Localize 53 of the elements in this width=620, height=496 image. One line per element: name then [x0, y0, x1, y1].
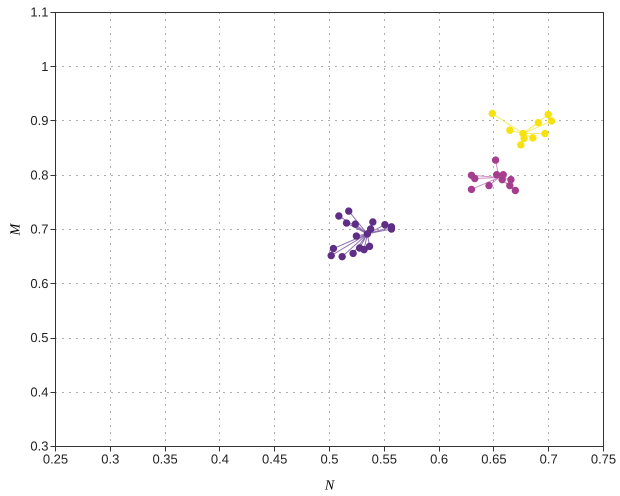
x-tick-label: 0.25 — [42, 452, 68, 466]
point — [352, 220, 360, 228]
y-tick-label: 1.1 — [30, 4, 48, 20]
y-tick-label: 1 — [41, 58, 48, 74]
point — [366, 242, 374, 250]
point — [488, 110, 496, 118]
point — [471, 174, 478, 182]
point — [506, 182, 514, 190]
point — [519, 130, 527, 138]
x-tick-label: 0.75 — [590, 452, 616, 466]
point — [330, 244, 338, 252]
x-tick-label: 0.3 — [101, 452, 120, 466]
y-tick-label: 0.4 — [30, 384, 48, 400]
x-tick-label: 0.55 — [372, 452, 397, 466]
point — [352, 232, 360, 240]
point — [349, 250, 357, 258]
y-tick-label: 0.7 — [30, 222, 48, 236]
point — [369, 218, 377, 226]
y-tick-label: 0.5 — [30, 330, 48, 345]
y-tick-label: 0.6 — [30, 276, 48, 291]
point — [468, 186, 476, 194]
x-tick-label: 0.65 — [481, 452, 507, 466]
point — [534, 118, 542, 126]
point — [492, 171, 500, 178]
point — [485, 182, 493, 190]
point — [541, 130, 549, 138]
y-tick-label: 0.3 — [30, 438, 48, 454]
x-tick-label: 0.35 — [152, 452, 178, 466]
y-tick-label: 0.9 — [30, 113, 48, 128]
x-tick-label: 0.5 — [320, 452, 339, 466]
x-axis-title: N — [324, 478, 335, 494]
x-tick-label: 0.45 — [262, 452, 288, 466]
point — [338, 252, 346, 260]
x-tick-label: 0.4 — [210, 452, 229, 466]
point — [381, 220, 389, 228]
y-tick-label: 0.8 — [30, 167, 48, 182]
point — [360, 246, 368, 254]
point — [506, 126, 514, 134]
point — [548, 117, 556, 125]
point — [335, 212, 343, 220]
point — [512, 186, 520, 194]
point — [342, 219, 350, 227]
point — [345, 207, 352, 215]
point — [517, 141, 525, 149]
point — [544, 110, 552, 118]
point — [492, 156, 500, 164]
point — [529, 134, 537, 142]
point — [364, 230, 372, 238]
point — [327, 252, 335, 260]
point — [498, 176, 506, 184]
y-axis-title: M — [8, 222, 24, 236]
x-tick-label: 0.6 — [430, 452, 448, 466]
x-tick-label: 0.7 — [540, 452, 558, 466]
